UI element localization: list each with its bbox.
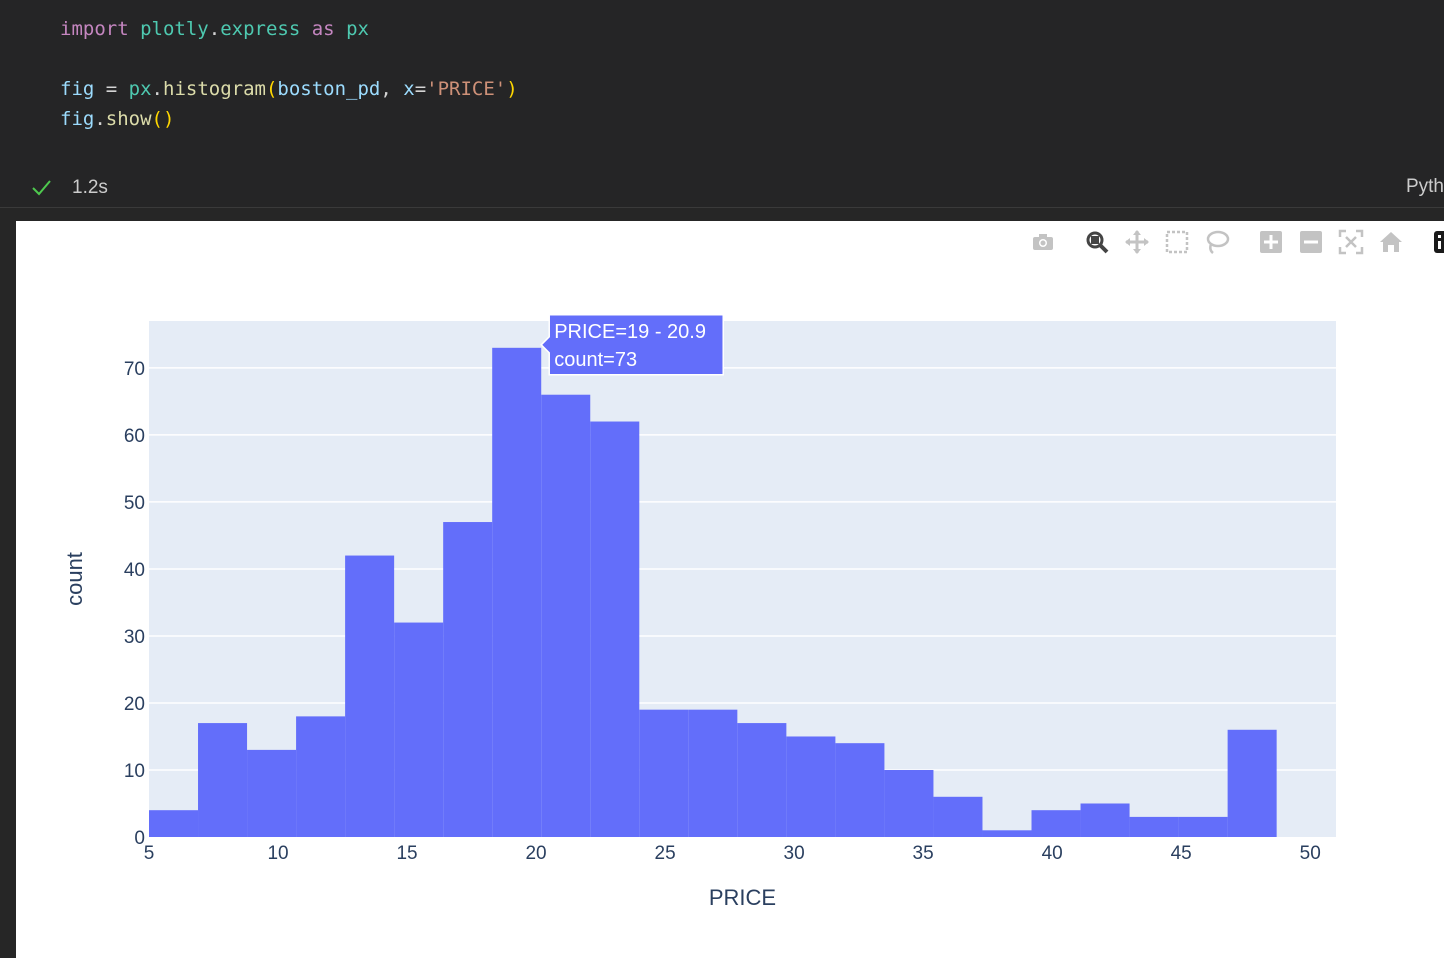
code-token: fig	[60, 108, 95, 130]
histogram-bar[interactable]	[933, 796, 983, 837]
histogram-bar[interactable]	[1178, 816, 1228, 837]
code-token: ()	[151, 108, 175, 130]
code-token	[129, 18, 140, 40]
code-token	[300, 18, 311, 40]
execution-status: 1.2s	[30, 174, 108, 202]
code-token: x	[403, 78, 415, 100]
code-editor[interactable]: import plotly.express as px fig = px.his…	[60, 14, 518, 134]
x-axis-title: PRICE	[709, 885, 776, 910]
code-token: =	[94, 78, 129, 100]
y-tick-label: 10	[124, 761, 145, 782]
x-tick-label: 50	[1300, 843, 1321, 864]
code-token: )	[506, 78, 518, 100]
histogram-bar[interactable]	[786, 736, 836, 837]
code-token: .	[151, 78, 163, 100]
histogram-bar[interactable]	[394, 622, 444, 837]
code-token: .	[208, 18, 221, 40]
code-token: express	[220, 18, 301, 40]
zoom-in-icon[interactable]	[1258, 229, 1284, 255]
x-tick-label: 15	[396, 843, 417, 864]
tooltip-box	[540, 314, 724, 376]
histogram-bar[interactable]	[296, 716, 346, 837]
plot-output: 0 10 20 30 40 50 60 70 5 10 15 20 25 30 35 40 45 50 PRIC…	[16, 221, 1444, 958]
tooltip-line-1: PRICE=19 - 20.9	[554, 321, 706, 343]
hover-tooltip: PRICE=19 - 20.9 count=73	[540, 314, 724, 376]
autoscale-icon[interactable]	[1338, 229, 1364, 255]
x-tick-label: 5	[144, 843, 155, 864]
y-tick-label: 0	[134, 828, 145, 849]
code-token: fig	[60, 78, 95, 100]
code-token: histogram	[163, 78, 266, 100]
code-token: plotly	[140, 18, 209, 40]
histogram-bar[interactable]	[639, 709, 689, 837]
histogram-chart[interactable]: 0 10 20 30 40 50 60 70 5 10 15 20 25 30 35 40 45 50 PRIC…	[16, 221, 1444, 958]
histogram-bar[interactable]	[443, 522, 493, 837]
code-line[interactable]: fig.show()	[60, 104, 518, 134]
code-cell[interactable]: import plotly.express as px fig = px.his…	[0, 0, 1444, 208]
code-token: =	[414, 78, 427, 100]
code-token: import	[60, 18, 129, 40]
code-token: 'PRICE'	[426, 78, 507, 100]
histogram-bar[interactable]	[982, 830, 1032, 837]
histogram-bars	[149, 347, 1277, 837]
zoom-icon[interactable]	[1084, 229, 1110, 255]
code-line[interactable]	[60, 44, 518, 74]
x-tick-label: 35	[913, 843, 934, 864]
plotly-logo-icon[interactable]	[1432, 229, 1444, 255]
y-tick-label: 30	[124, 627, 145, 648]
code-token: as	[311, 18, 335, 40]
y-tick-label: 70	[124, 359, 145, 380]
x-tick-label: 10	[267, 843, 288, 864]
code-token: px	[346, 18, 369, 40]
x-tick-label: 45	[1171, 843, 1192, 864]
check-icon	[32, 180, 51, 196]
x-tick-label: 30	[784, 843, 805, 864]
code-token: px	[128, 78, 152, 100]
y-axis-title: count	[62, 552, 87, 606]
code-token: show	[105, 108, 152, 130]
pan-icon[interactable]	[1124, 229, 1150, 255]
code-line[interactable]: fig = px.histogram(boston_pd, x='PRICE')	[60, 74, 518, 104]
histogram-bar[interactable]	[1227, 729, 1277, 837]
histogram-bar[interactable]	[149, 810, 199, 837]
x-axis-ticks: 5 10 15 20 25 30 35 40 45 50	[144, 843, 1321, 864]
histogram-bar[interactable]	[835, 743, 885, 837]
histogram-bar[interactable]	[1129, 816, 1179, 837]
y-tick-label: 50	[124, 493, 145, 514]
histogram-bar[interactable]	[1031, 810, 1081, 837]
y-axis-ticks: 0 10 20 30 40 50 60 70	[124, 359, 145, 849]
zoom-out-icon[interactable]	[1298, 229, 1324, 255]
histogram-bar[interactable]	[198, 723, 248, 837]
tooltip-line-2: count=73	[554, 349, 637, 371]
execution-time: 1.2s	[72, 177, 108, 198]
histogram-bar[interactable]	[345, 555, 395, 837]
y-tick-label: 20	[124, 694, 145, 715]
code-token: ,	[380, 78, 404, 100]
x-tick-label: 40	[1042, 843, 1063, 864]
histogram-bar[interactable]	[247, 749, 297, 837]
histogram-bar[interactable]	[492, 347, 542, 837]
histogram-bar[interactable]	[884, 769, 934, 837]
camera-icon[interactable]	[1030, 229, 1056, 255]
code-line[interactable]: import plotly.express as px	[60, 14, 518, 44]
histogram-bar[interactable]	[737, 723, 787, 837]
y-tick-label: 40	[124, 560, 145, 581]
histogram-bar[interactable]	[1080, 803, 1130, 837]
x-tick-label: 25	[655, 843, 676, 864]
histogram-bar[interactable]	[688, 709, 738, 837]
y-tick-label: 60	[124, 426, 145, 447]
box-select-icon[interactable]	[1164, 229, 1190, 255]
lasso-select-icon[interactable]	[1204, 229, 1230, 255]
code-token: (	[265, 78, 278, 100]
histogram-bar[interactable]	[541, 394, 591, 837]
code-token: .	[94, 108, 106, 130]
code-token	[335, 18, 346, 40]
reset-axes-icon[interactable]	[1378, 229, 1404, 255]
code-token: boston_pd	[277, 78, 381, 100]
x-tick-label: 20	[525, 843, 546, 864]
histogram-bar[interactable]	[590, 421, 640, 837]
kernel-language-label[interactable]: Pyth	[1405, 176, 1444, 197]
